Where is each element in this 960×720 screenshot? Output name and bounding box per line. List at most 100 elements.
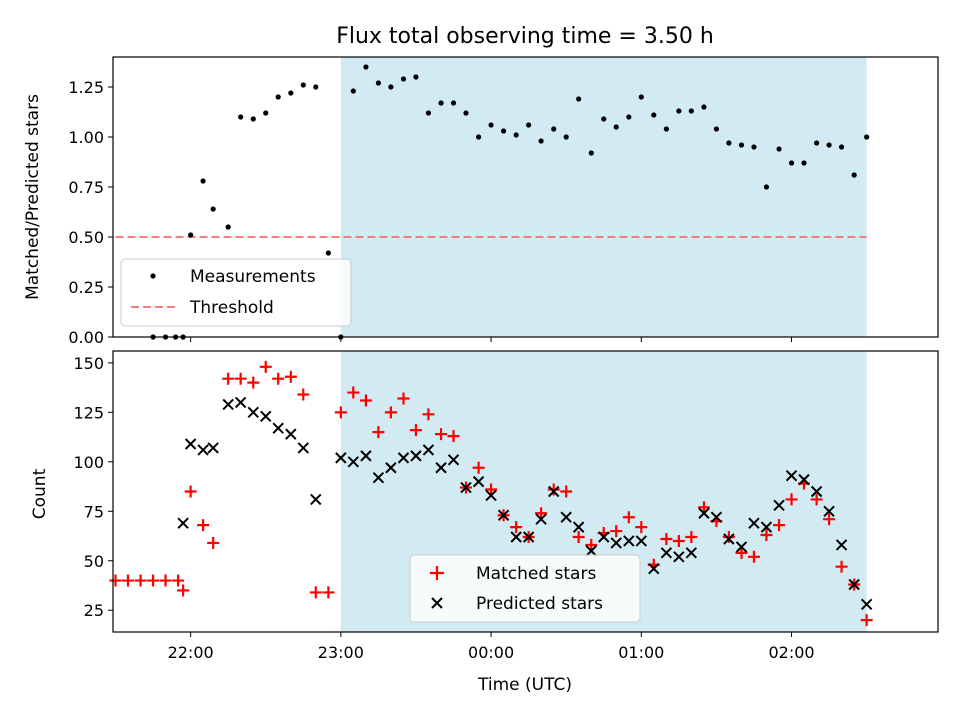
matched-star-point bbox=[134, 574, 147, 587]
measurement-point bbox=[688, 108, 694, 114]
predicted-star-point bbox=[335, 452, 347, 464]
matched-star-point bbox=[397, 392, 410, 405]
x-tick-label: 02:00 bbox=[768, 643, 814, 662]
predicted-star-point bbox=[585, 545, 597, 557]
matched-star-point bbox=[309, 586, 322, 599]
bottom-axes-frame bbox=[112, 350, 939, 633]
predicted-star-point bbox=[522, 531, 535, 543]
predicted-star-point bbox=[422, 444, 435, 456]
measurement-point bbox=[476, 134, 482, 140]
y-tick-label: 50 bbox=[84, 552, 104, 571]
legend-matched-label: Matched stars bbox=[476, 564, 596, 584]
matched-star-point bbox=[810, 493, 823, 506]
measurement-point bbox=[300, 82, 306, 88]
measurement-point bbox=[826, 142, 832, 148]
predicted-star-point bbox=[760, 521, 773, 533]
predicted-star-point bbox=[673, 551, 685, 563]
measurement-point bbox=[463, 110, 469, 116]
measurement-point bbox=[713, 126, 720, 132]
matched-star-point bbox=[384, 406, 397, 419]
predicted-star-point bbox=[698, 507, 710, 519]
chart-title: Flux total observing time = 3.50 h bbox=[336, 24, 714, 49]
predicted-star-point bbox=[660, 547, 673, 559]
predicted-star-point bbox=[472, 475, 485, 488]
matched-star-point bbox=[735, 546, 748, 559]
matched-star-point bbox=[560, 485, 573, 498]
y-tick-label: 0.50 bbox=[68, 228, 104, 247]
measurement-point bbox=[425, 110, 432, 116]
matched-star-point bbox=[835, 560, 848, 573]
measurement-point bbox=[250, 116, 256, 122]
measurement-point bbox=[288, 90, 294, 96]
measurement-point bbox=[551, 126, 557, 132]
predicted-star-point bbox=[397, 452, 410, 464]
matched-star-point bbox=[334, 406, 347, 419]
predicted-star-point bbox=[610, 537, 622, 549]
measurement-point bbox=[701, 104, 707, 110]
matched-star-point bbox=[359, 394, 372, 407]
x-tick-label: 00:00 bbox=[468, 643, 514, 662]
matched-star-point bbox=[622, 511, 635, 524]
legend-measurements-label: Measurements bbox=[190, 267, 316, 287]
matched-star-point bbox=[207, 536, 220, 549]
y-tick-label: 1.00 bbox=[68, 128, 104, 147]
y-tick-label: 150 bbox=[73, 354, 104, 373]
measurement-point bbox=[275, 94, 281, 100]
y-tick-label: 125 bbox=[73, 403, 104, 422]
measurement-point bbox=[814, 140, 820, 146]
measurement-point bbox=[763, 184, 770, 190]
measurement-point bbox=[651, 112, 657, 118]
predicted-star-point bbox=[497, 509, 510, 521]
y-tick-label: 75 bbox=[84, 502, 104, 521]
bottom-panel: 25 50 75 100 125 150 22:00 23:00 00:00 01:00 02:0… bbox=[30, 350, 939, 695]
predicted-star-point bbox=[848, 578, 860, 591]
measurement-point bbox=[676, 108, 682, 114]
bottom-y-label: Count bbox=[30, 468, 50, 519]
measurement-point bbox=[413, 74, 419, 80]
y-tick-label: 0.75 bbox=[68, 178, 104, 197]
measurement-point bbox=[375, 80, 382, 86]
top-panel: 0.00 0.25 0.50 0.75 1.00 1.25 Matched/Predict… bbox=[23, 56, 939, 347]
measurement-point bbox=[626, 114, 632, 120]
predicted-star-point bbox=[410, 450, 422, 462]
predicted-star-point bbox=[823, 505, 835, 517]
legend-threshold-label: Threshold bbox=[189, 298, 274, 318]
predicted-star-point bbox=[385, 462, 397, 474]
measurement-point bbox=[563, 134, 569, 140]
measurement-point bbox=[526, 122, 532, 128]
matched-star-point bbox=[297, 388, 310, 401]
bottom-legend: Matched stars Predicted stars bbox=[409, 554, 641, 623]
predicted-star-point bbox=[234, 396, 247, 409]
x-tick-label: 01:00 bbox=[618, 643, 664, 662]
legend-matched-marker bbox=[430, 566, 444, 580]
measurement-point bbox=[638, 94, 644, 100]
predicted-star-point bbox=[297, 442, 309, 454]
matched-star-point bbox=[272, 372, 285, 385]
predicted-star-point bbox=[510, 531, 522, 543]
measurement-point bbox=[801, 160, 807, 166]
x-tick-label: 23:00 bbox=[318, 643, 364, 662]
measurement-point bbox=[864, 134, 870, 140]
matched-star-point bbox=[284, 370, 297, 383]
matched-star-point bbox=[184, 485, 197, 498]
predicted-star-point bbox=[435, 462, 447, 474]
legend-predicted-label: Predicted stars bbox=[476, 594, 603, 614]
measurement-point bbox=[313, 84, 319, 90]
matched-star-point bbox=[722, 531, 735, 544]
top-observing-shade bbox=[340, 57, 867, 337]
matched-star-point bbox=[177, 584, 190, 597]
predicted-star-point bbox=[260, 410, 272, 423]
measurement-point bbox=[350, 88, 356, 94]
measurement-point bbox=[576, 96, 582, 102]
matched-star-point bbox=[535, 507, 548, 520]
matched-star-point bbox=[660, 532, 673, 545]
predicted-star-point bbox=[785, 469, 798, 482]
measurement-point bbox=[613, 124, 619, 130]
measurement-point bbox=[726, 140, 732, 146]
matched-star-point bbox=[422, 408, 435, 421]
measurement-point bbox=[738, 142, 745, 148]
predicted-star-point bbox=[648, 562, 660, 575]
matched-star-point bbox=[197, 519, 210, 532]
measurement-point bbox=[513, 132, 519, 138]
measurement-point bbox=[438, 100, 444, 106]
